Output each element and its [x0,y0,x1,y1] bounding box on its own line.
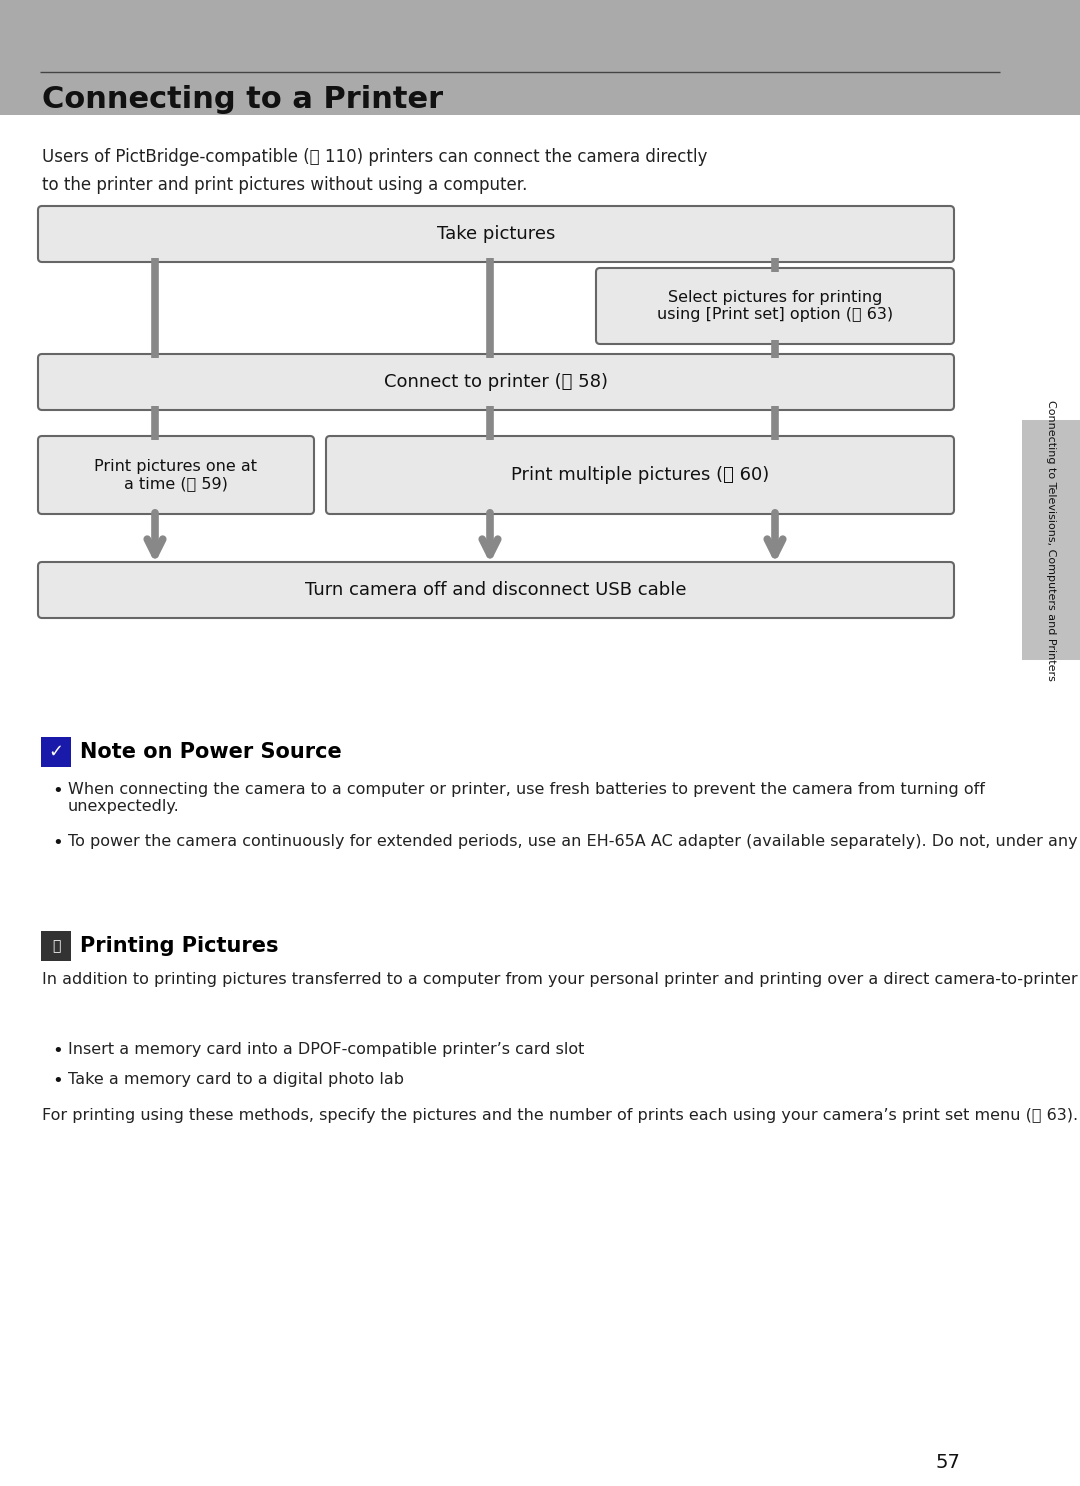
Text: •: • [52,1071,63,1091]
Text: When connecting the camera to a computer or printer, use fresh batteries to prev: When connecting the camera to a computer… [68,782,985,814]
FancyBboxPatch shape [38,562,954,618]
Text: Connect to printer (Ⓢ 58): Connect to printer (Ⓢ 58) [384,373,608,391]
Text: Ⓢ: Ⓢ [52,939,60,953]
Text: Printing Pictures: Printing Pictures [80,936,279,955]
FancyBboxPatch shape [41,737,71,767]
FancyBboxPatch shape [596,267,954,343]
Text: Connecting to a Printer: Connecting to a Printer [42,86,443,114]
FancyBboxPatch shape [1022,421,1080,660]
Text: For printing using these methods, specify the pictures and the number of prints : For printing using these methods, specif… [42,1109,1078,1123]
Text: Select pictures for printing
using [Print set] option (Ⓢ 63): Select pictures for printing using [Prin… [657,290,893,322]
FancyBboxPatch shape [38,354,954,410]
Text: Insert a memory card into a DPOF-compatible printer’s card slot: Insert a memory card into a DPOF-compati… [68,1042,584,1057]
Text: 57: 57 [935,1452,960,1471]
Text: To power the camera continuously for extended periods, use an EH-65A AC adapter : To power the camera continuously for ext… [68,834,1080,849]
Text: •: • [52,1042,63,1060]
Text: Print multiple pictures (Ⓢ 60): Print multiple pictures (Ⓢ 60) [511,467,769,484]
Text: Connecting to Televisions, Computers and Printers: Connecting to Televisions, Computers and… [1047,400,1056,681]
Text: Users of PictBridge-compatible (Ⓢ 110) printers can connect the camera directly
: Users of PictBridge-compatible (Ⓢ 110) p… [42,149,707,193]
Text: In addition to printing pictures transferred to a computer from your personal pr: In addition to printing pictures transfe… [42,972,1080,987]
Text: Note on Power Source: Note on Power Source [80,742,341,762]
Text: Take pictures: Take pictures [436,224,555,244]
FancyBboxPatch shape [41,932,71,961]
FancyBboxPatch shape [0,0,1080,114]
FancyBboxPatch shape [38,435,314,514]
FancyBboxPatch shape [326,435,954,514]
Text: •: • [52,782,63,799]
Text: Turn camera off and disconnect USB cable: Turn camera off and disconnect USB cable [306,581,687,599]
Text: Print pictures one at
a time (Ⓢ 59): Print pictures one at a time (Ⓢ 59) [95,459,257,492]
Text: Take a memory card to a digital photo lab: Take a memory card to a digital photo la… [68,1071,404,1086]
Text: •: • [52,834,63,851]
Text: ✓: ✓ [49,743,64,761]
FancyBboxPatch shape [38,207,954,262]
